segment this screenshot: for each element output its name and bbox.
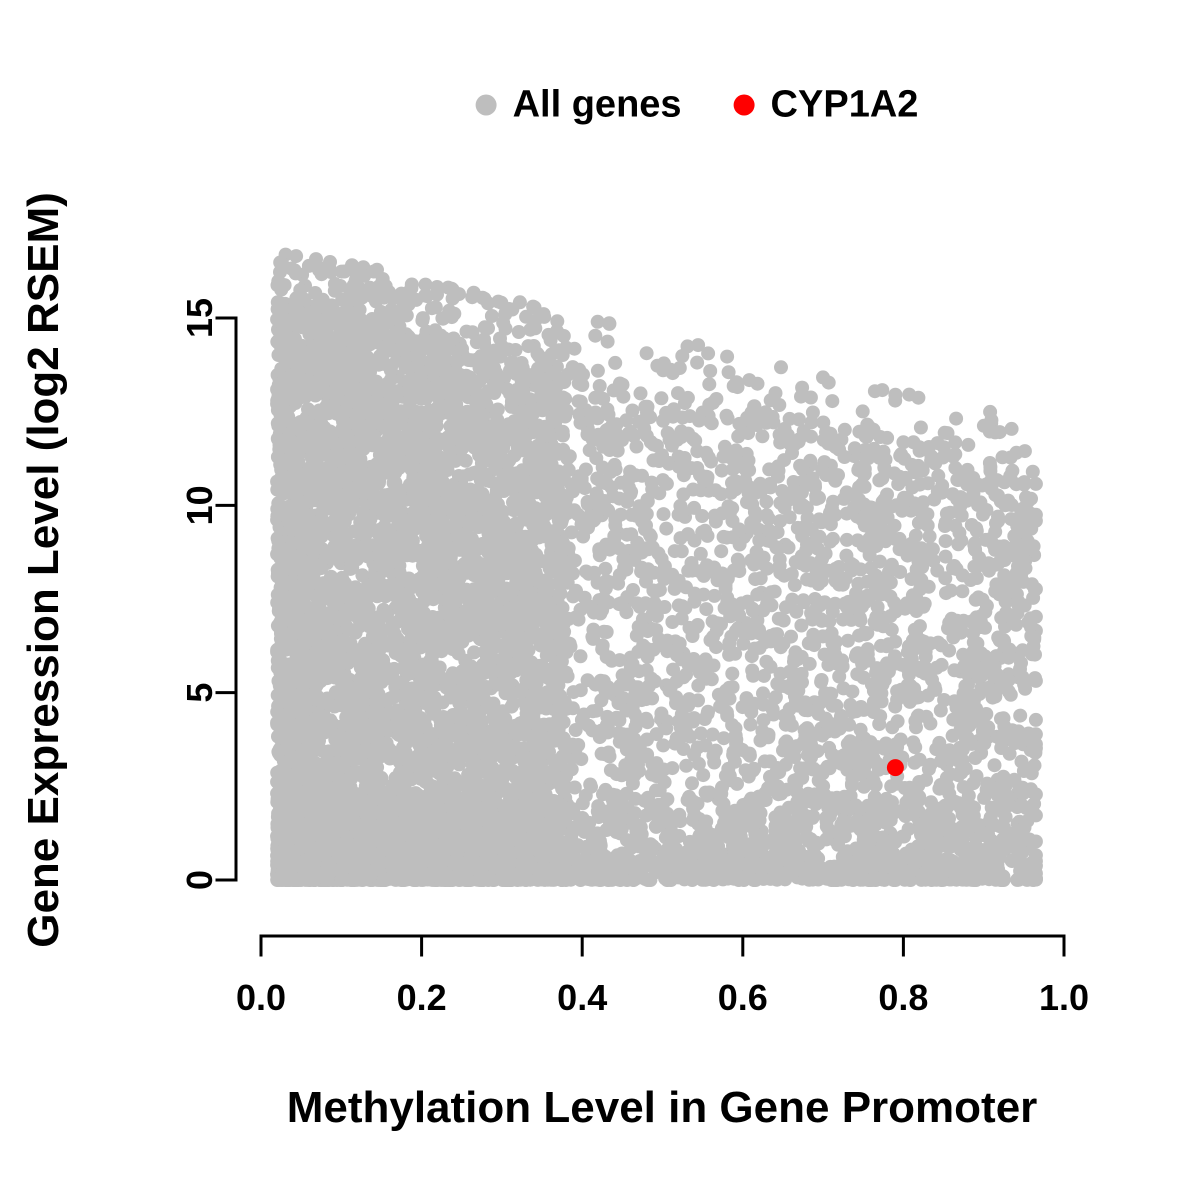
x-tick-label: 0.0 (236, 977, 286, 1018)
y-axis-title: Gene Expression Level (log2 RSEM) (19, 192, 68, 948)
x-tick-label: 0.4 (557, 977, 607, 1018)
y-tick-label: 15 (179, 298, 220, 338)
all-genes-points (270, 247, 1043, 887)
legend-label-all-genes: All genes (512, 83, 682, 126)
cyp1a2-point (886, 759, 904, 777)
y-tick-label: 10 (179, 485, 220, 525)
chart-legend: All genes CYP1A2 (475, 83, 919, 127)
all-genes-marker (475, 94, 497, 116)
axes (215, 316, 1066, 957)
legend-item-all-genes: All genes (475, 83, 682, 127)
tick-labels: 0.0 0.2 0.4 0.6 0.8 1.0 0 5 10 15 (179, 298, 1089, 1018)
x-axis-title: Methylation Level in Gene Promoter (286, 1083, 1038, 1132)
x-tick-label: 1.0 (1039, 977, 1089, 1018)
y-tick-label: 0 (179, 870, 220, 890)
x-tick-label: 0.6 (718, 977, 768, 1018)
legend-item-cyp1a2: CYP1A2 (733, 83, 919, 127)
x-tick-label: 0.2 (397, 977, 447, 1018)
x-tick-label: 0.8 (878, 977, 928, 1018)
cyp1a2-marker (733, 94, 755, 116)
y-tick-label: 5 (179, 683, 220, 703)
legend-label-cyp1a2: CYP1A2 (770, 83, 919, 126)
